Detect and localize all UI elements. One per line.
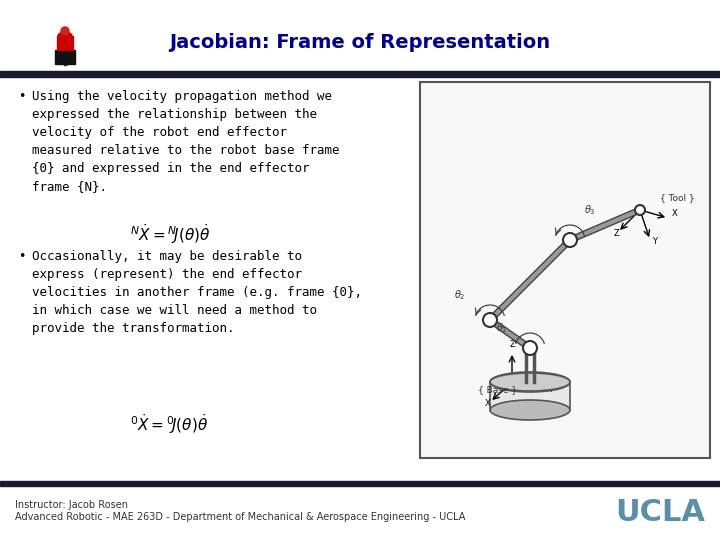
Circle shape — [483, 313, 497, 327]
Circle shape — [523, 341, 537, 355]
Circle shape — [635, 205, 645, 215]
Bar — [490, 382, 570, 410]
Text: X: X — [672, 209, 678, 218]
Text: Y: Y — [548, 386, 553, 395]
Text: $^{N}\dot{X} = {}^{N}\!J(\theta)\dot{\theta}$: $^{N}\dot{X} = {}^{N}\!J(\theta)\dot{\th… — [130, 222, 211, 246]
Bar — [0, 71, 720, 77]
Text: Occasionally, it may be desirable to
express (represent) the end effector
veloci: Occasionally, it may be desirable to exp… — [32, 250, 362, 335]
Text: { Base }: { Base } — [478, 386, 517, 395]
Text: Z: Z — [614, 229, 620, 238]
Bar — [55, 50, 75, 64]
Text: $\theta_2$: $\theta_2$ — [454, 288, 466, 302]
Bar — [57, 36, 73, 50]
Circle shape — [61, 27, 69, 35]
Ellipse shape — [490, 373, 570, 391]
Text: $^{0}\dot{X} = {}^{0}\!J(\theta)\dot{\theta}$: $^{0}\dot{X} = {}^{0}\!J(\theta)\dot{\th… — [130, 412, 208, 436]
Text: UCLA: UCLA — [615, 498, 705, 527]
Text: Jacobian: Frame of Representation: Jacobian: Frame of Representation — [169, 32, 551, 51]
Circle shape — [563, 233, 577, 247]
Text: Using the velocity propagation method we
expressed the relationship between the
: Using the velocity propagation method we… — [32, 90, 340, 193]
Bar — [420, 82, 710, 458]
Text: •: • — [18, 90, 25, 103]
Text: Advanced Robotic - MAE 263D - Department of Mechanical & Aerospace Engineering -: Advanced Robotic - MAE 263D - Department… — [15, 512, 465, 522]
Text: $\theta_1$: $\theta_1$ — [496, 321, 508, 335]
Text: X: X — [485, 399, 491, 408]
Ellipse shape — [490, 372, 570, 392]
Text: $\theta_3$: $\theta_3$ — [584, 203, 596, 217]
Bar — [0, 481, 720, 486]
Text: Instructor: Jacob Rosen: Instructor: Jacob Rosen — [15, 500, 128, 510]
Ellipse shape — [490, 400, 570, 420]
Text: Z: Z — [509, 340, 515, 349]
Ellipse shape — [58, 32, 72, 40]
Text: •: • — [18, 250, 25, 263]
Text: { Tool }: { Tool } — [660, 193, 695, 202]
Text: Y: Y — [652, 237, 657, 246]
